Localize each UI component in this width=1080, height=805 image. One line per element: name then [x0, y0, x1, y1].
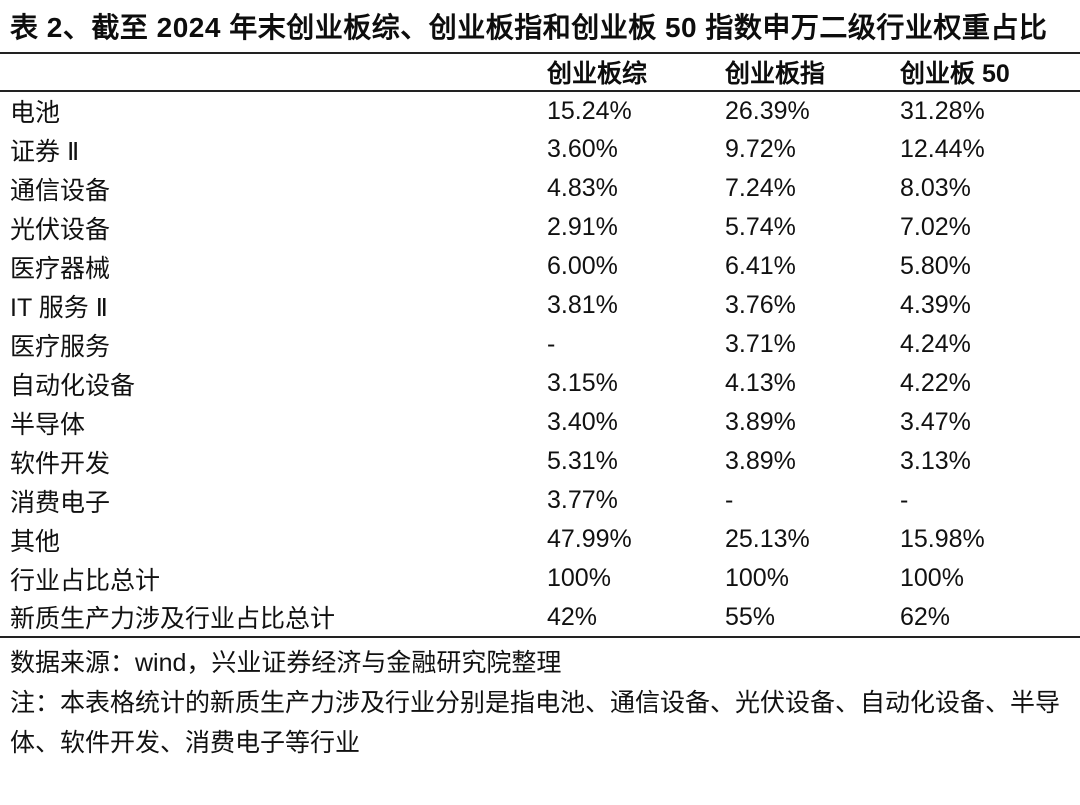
cell-value: 47.99% [547, 525, 632, 553]
row-label: 电池 [10, 99, 61, 127]
cell-value: 6.00% [547, 252, 618, 280]
table-row-battery: 电池 15.24% 26.39% 31.28% [0, 91, 1080, 130]
table-row-semiconductor: 半导体 3.40% 3.89% 3.47% [0, 403, 1080, 442]
cell-value: 3.89% [725, 408, 796, 436]
cell-value: 6.41% [725, 252, 796, 280]
cell-value: 12.44% [900, 135, 985, 163]
table-row-medical-devices: 医疗器械 6.00% 6.41% 5.80% [0, 247, 1080, 286]
industry-weight-table: 创业板综 创业板指 创业板 50 电池 15.24% 26.39% 31.28%… [0, 52, 1080, 638]
cell-value: 4.22% [900, 369, 971, 397]
cell-value: 15.98% [900, 525, 985, 553]
cell-value: 5.31% [547, 447, 618, 475]
table-row-telecom-equipment: 通信设备 4.83% 7.24% 8.03% [0, 169, 1080, 208]
row-label: 医疗服务 [10, 332, 111, 361]
table-title: 表 2、截至 2024 年末创业板综、创业板指和创业板 50 指数申万二级行业权… [10, 12, 1048, 43]
row-label: 证券 Ⅱ [10, 137, 80, 166]
column-header-cyb-50: 创业板 50 [900, 53, 1080, 92]
cell-value: 9.72% [725, 135, 796, 163]
row-label: 行业占比总计 [10, 566, 161, 595]
cell-value: - [900, 486, 909, 514]
cell-value: 3.13% [900, 447, 971, 475]
table-row-new-productivity-total: 新质生产力涉及行业占比总计 42% 55% 62% [0, 598, 1080, 637]
cell-value: 100% [547, 564, 611, 592]
cell-value: 62% [900, 602, 951, 631]
column-header-cyb-composite: 创业板综 [547, 53, 725, 92]
table-row-consumer-electronics: 消费电子 3.77% - - [0, 481, 1080, 520]
row-label: IT 服务 Ⅱ [10, 293, 108, 322]
row-label: 光伏设备 [10, 215, 111, 244]
cell-value: 2.91% [547, 213, 618, 241]
row-label: 其他 [10, 527, 61, 556]
header-empty-cell [0, 53, 547, 92]
table-row-it-services: IT 服务 Ⅱ 3.81% 3.76% 4.39% [0, 286, 1080, 325]
cell-value: 4.39% [900, 291, 971, 319]
table-footer: 数据来源：wind，兴业证券经济与金融研究院整理 注：本表格统计的新质生产力涉及… [0, 638, 1080, 763]
note-line: 注：本表格统计的新质生产力涉及行业分别是指电池、通信设备、光伏设备、自动化设备、… [10, 689, 1061, 757]
cell-value: 25.13% [725, 525, 810, 553]
cell-value: 3.71% [725, 330, 796, 358]
cell-value: 100% [725, 564, 789, 592]
table-row-others: 其他 47.99% 25.13% 15.98% [0, 520, 1080, 559]
table-row-automation-equipment: 自动化设备 3.15% 4.13% 4.22% [0, 364, 1080, 403]
table-row-securities: 证券 Ⅱ 3.60% 9.72% 12.44% [0, 130, 1080, 169]
row-label: 半导体 [10, 410, 86, 439]
cell-value: 3.81% [547, 291, 618, 319]
cell-value: 100% [900, 564, 964, 592]
cell-value: 55% [725, 602, 776, 631]
cell-value: 8.03% [900, 174, 971, 202]
row-label: 新质生产力涉及行业占比总计 [10, 605, 336, 633]
column-header-cyb-index: 创业板指 [725, 53, 900, 92]
cell-value: 15.24% [547, 96, 632, 125]
cell-value: - [547, 330, 556, 358]
row-label: 软件开发 [10, 449, 111, 478]
cell-value: 4.13% [725, 369, 796, 397]
cell-value: 4.24% [900, 330, 971, 358]
cell-value: 3.15% [547, 369, 618, 397]
header-row: 创业板综 创业板指 创业板 50 [0, 53, 1080, 92]
cell-value: 42% [547, 602, 598, 631]
row-label: 通信设备 [10, 176, 111, 205]
cell-value: 3.40% [547, 408, 618, 436]
data-source-line: 数据来源：wind，兴业证券经济与金融研究院整理 [10, 649, 562, 677]
row-label: 医疗器械 [10, 254, 111, 283]
cell-value: 7.24% [725, 174, 796, 202]
row-label: 自动化设备 [10, 371, 136, 400]
cell-value: 26.39% [725, 96, 810, 125]
table-row-pv-equipment: 光伏设备 2.91% 5.74% 7.02% [0, 208, 1080, 247]
table-row-software-dev: 软件开发 5.31% 3.89% 3.13% [0, 442, 1080, 481]
cell-value: 5.74% [725, 213, 796, 241]
cell-value: 3.60% [547, 135, 618, 163]
cell-value: 3.47% [900, 408, 971, 436]
cell-value: 31.28% [900, 96, 985, 125]
cell-value: 3.77% [547, 486, 618, 514]
cell-value: 3.89% [725, 447, 796, 475]
table-row-industry-total: 行业占比总计 100% 100% 100% [0, 559, 1080, 598]
cell-value: 5.80% [900, 252, 971, 280]
cell-value: - [725, 486, 734, 514]
table-row-medical-services: 医疗服务 - 3.71% 4.24% [0, 325, 1080, 364]
cell-value: 3.76% [725, 291, 796, 319]
cell-value: 7.02% [900, 213, 971, 241]
row-label: 消费电子 [10, 488, 111, 517]
cell-value: 4.83% [547, 174, 618, 202]
